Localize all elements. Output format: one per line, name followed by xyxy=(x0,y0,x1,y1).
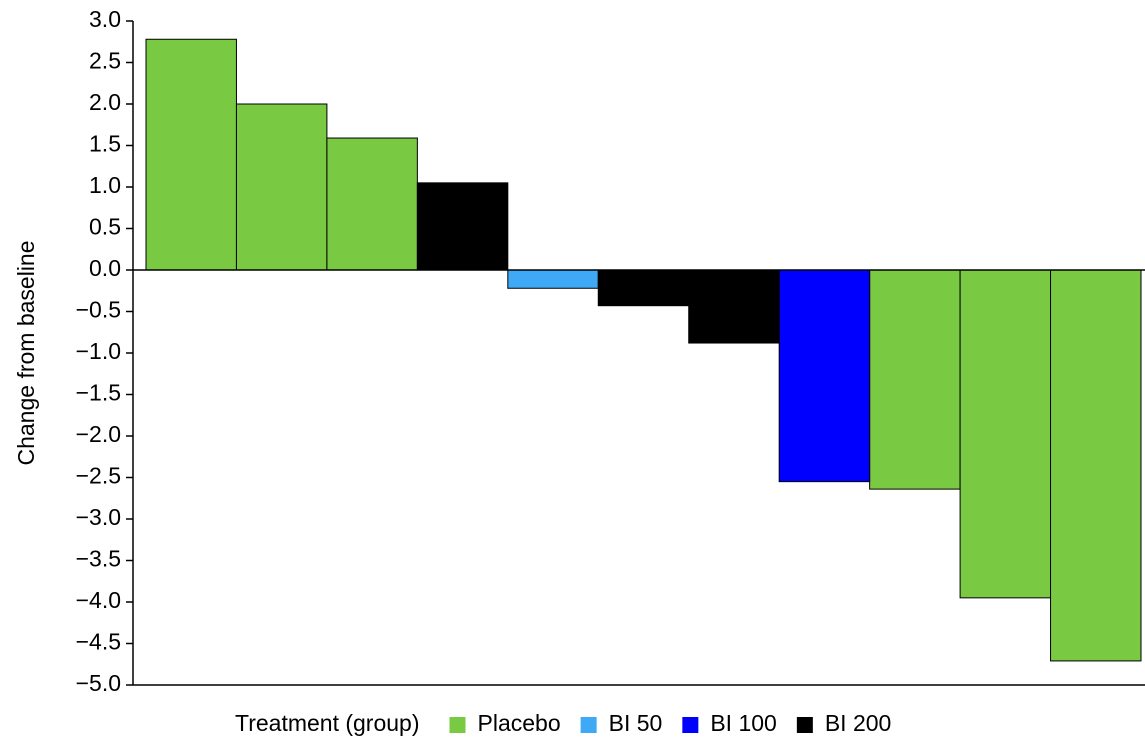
y-tick-label: 0.0 xyxy=(89,255,121,281)
bar xyxy=(416,182,509,271)
bar xyxy=(778,269,871,483)
bar xyxy=(235,103,328,271)
bar xyxy=(959,269,1052,599)
legend-swatch xyxy=(449,717,466,733)
y-tick-label: 0.5 xyxy=(89,214,121,240)
y-tick-label: −4.5 xyxy=(76,629,121,655)
y-tick-label: 1.0 xyxy=(89,172,121,198)
bar xyxy=(597,269,690,307)
y-tick-label: 2.5 xyxy=(89,48,121,74)
bar xyxy=(688,269,780,344)
y-tick-label: −5.0 xyxy=(76,670,121,696)
bar xyxy=(326,137,418,271)
legend-swatch xyxy=(796,717,813,733)
bar xyxy=(145,38,237,271)
y-tick-label: −2.0 xyxy=(76,421,121,447)
legend-label: BI 200 xyxy=(825,710,892,736)
y-tick-label: −2.5 xyxy=(76,463,121,489)
legend-label: Placebo xyxy=(478,710,561,736)
legend-title: Treatment (group) xyxy=(235,710,420,736)
y-tick-label: 2.0 xyxy=(89,89,121,115)
y-tick-label: 1.5 xyxy=(89,131,121,157)
legend-label: BI 100 xyxy=(710,710,777,736)
legend-label: BI 50 xyxy=(609,710,663,736)
y-tick-label: −0.5 xyxy=(76,297,121,323)
bar xyxy=(869,269,961,490)
y-tick-label: −1.0 xyxy=(76,338,121,364)
bar xyxy=(1050,269,1142,662)
legend-swatch xyxy=(580,717,597,733)
y-axis-label: Change from baseline xyxy=(13,240,39,465)
y-tick-label: 3.0 xyxy=(89,6,121,32)
legend-swatch xyxy=(682,717,699,733)
y-tick-label: −1.5 xyxy=(76,380,121,406)
y-tick-label: −4.0 xyxy=(76,587,121,613)
bar xyxy=(507,269,599,289)
y-tick-label: −3.0 xyxy=(76,504,121,530)
y-tick-label: −3.5 xyxy=(76,546,121,572)
